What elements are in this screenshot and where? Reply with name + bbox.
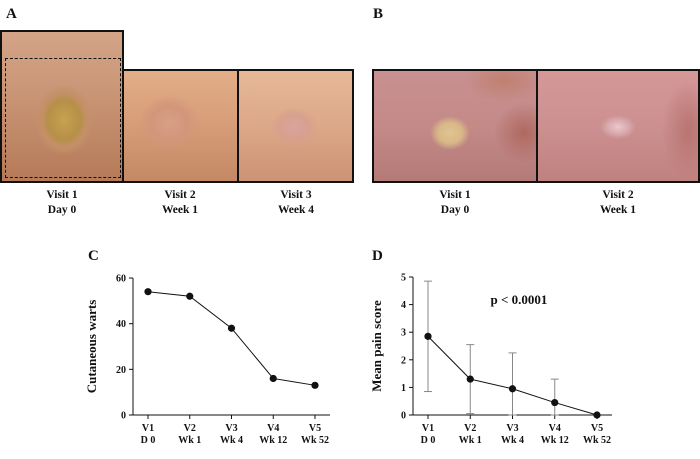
caption-b-visit2: Visit 2 Week 1: [600, 188, 636, 218]
chart-d-y-tick-label: 2: [401, 355, 406, 366]
chart-d-y-tick-label: 5: [401, 273, 406, 284]
caption-line: Day 0: [440, 204, 470, 216]
chart-d-data-point: [466, 375, 474, 383]
panel-b-letter: B: [373, 6, 384, 22]
chart-d-y-tick-label: 1: [401, 383, 406, 394]
chart-c-x-tick-label: V5: [309, 423, 321, 434]
caption-line: Visit 1: [46, 189, 78, 201]
chart-d-x-tick-label: V5: [591, 423, 603, 434]
chart-c-y-axis-label: Cutaneous warts: [84, 300, 99, 394]
caption-b-visit1: Visit 1 Day 0: [439, 188, 470, 218]
wart-photo-a-visit3: [237, 69, 354, 183]
chart-d-x-tick-label: V4: [549, 423, 561, 434]
caption-line: Visit 2: [164, 189, 196, 201]
chart-c-y-tick-label: 40: [116, 319, 126, 330]
caption-line: Day 0: [47, 204, 77, 216]
caption-line: Visit 1: [439, 189, 471, 201]
chart-d-y-tick-label: 4: [401, 300, 406, 311]
chart-d-x-tick-sublabel: D 0: [421, 435, 436, 446]
panel-a-letter: A: [6, 6, 17, 22]
chart-c-x-tick-sublabel: Wk 12: [259, 435, 287, 446]
caption-a-visit1: Visit 1 Day 0: [46, 188, 77, 218]
chart-d-y-tick-label: 0: [401, 411, 406, 422]
chart-c-y-tick-label: 20: [116, 365, 126, 376]
chart-c-x-tick-label: V4: [267, 423, 279, 434]
chart-c-data-point: [227, 324, 236, 332]
panel-c-letter: C: [88, 248, 99, 264]
chart-d-x-tick-sublabel: Wk 12: [541, 435, 569, 446]
chart-c-x-tick-sublabel: D 0: [141, 435, 156, 446]
caption-line: Week 1: [161, 204, 199, 216]
chart-d-data-point: [593, 411, 601, 419]
chart-c-data-point: [269, 374, 277, 383]
wart-photo-a-visit2: [122, 69, 239, 183]
chart-c-x-tick-label: V1: [142, 423, 154, 434]
chart-d-data-point: [508, 385, 517, 393]
wart-photo-b-visit1: [372, 69, 538, 183]
caption-line: Visit 2: [602, 189, 634, 201]
chart-c-y-tick-label: 0: [121, 411, 126, 422]
wart-photo-b-visit2: [536, 69, 700, 183]
chart-c-data-point: [311, 381, 319, 389]
wart-roi-box: [5, 58, 121, 178]
chart-d-annotation: p < 0.0001: [491, 292, 548, 307]
caption-a-visit3: Visit 3 Week 4: [278, 188, 314, 218]
chart-d-x-tick-label: V1: [422, 423, 434, 434]
panel-d-letter: D: [372, 248, 383, 264]
chart-d-x-tick-sublabel: Wk 52: [583, 435, 611, 446]
caption-a-visit2: Visit 2 Week 1: [162, 188, 198, 218]
chart-d-x-tick-label: V3: [506, 423, 518, 434]
wart-photo-a-visit1: [0, 30, 124, 183]
chart-c-x-tick-sublabel: Wk 4: [220, 435, 243, 446]
chart-d-x-tick-label: V2: [464, 423, 476, 434]
caption-line: Visit 3: [280, 189, 312, 201]
chart-c-x-tick-label: V2: [184, 423, 196, 434]
caption-line: Week 4: [277, 204, 315, 216]
chart-c-y-tick-label: 60: [116, 274, 126, 285]
chart-c-x-tick-sublabel: Wk 52: [301, 435, 329, 446]
caption-line: Week 1: [599, 204, 637, 216]
chart-d-x-tick-sublabel: Wk 4: [501, 435, 524, 446]
chart-d-y-tick-label: 3: [401, 328, 406, 339]
chart-d-data-point: [424, 332, 432, 340]
chart-d-x-tick-sublabel: Wk 1: [459, 435, 482, 446]
chart-c-data-point: [186, 292, 194, 300]
chart-c-x-tick-sublabel: Wk 1: [178, 435, 201, 446]
chart-d-y-axis-label: Mean pain score: [369, 300, 384, 392]
chart-d-data-point: [551, 398, 559, 407]
chart-c-x-tick-label: V3: [225, 423, 237, 434]
chart-c-data-point: [144, 288, 152, 296]
